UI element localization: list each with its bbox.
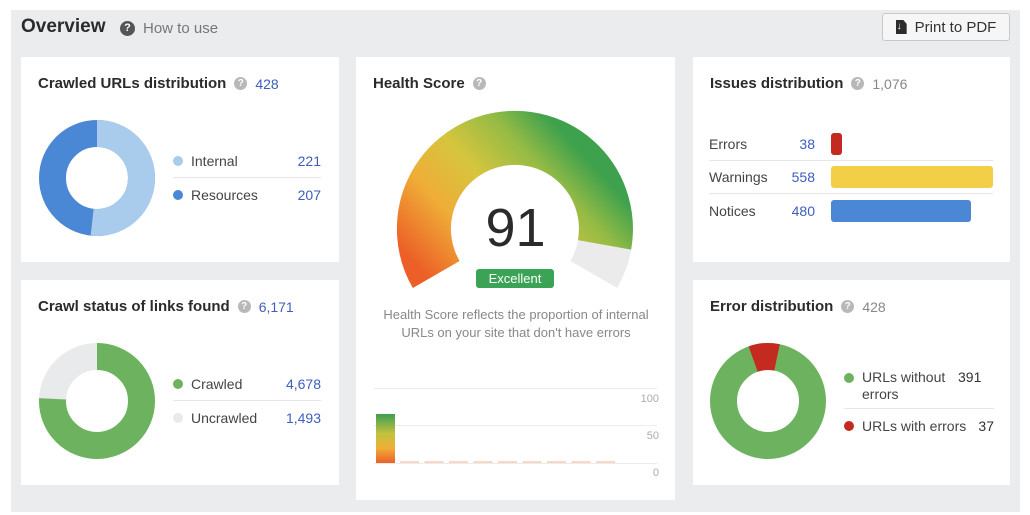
title-text: Health Score [373, 75, 465, 92]
card-title: Error distribution ? 428 [710, 298, 886, 315]
crawl-status-donut[interactable] [38, 342, 156, 460]
help-icon[interactable]: ? [234, 77, 248, 90]
issue-bar-warnings[interactable] [831, 166, 993, 188]
crawl-status-card: Crawl status of links found ? 6,171 Craw… [21, 280, 339, 485]
issue-row-errors[interactable]: Errors 38 [709, 128, 993, 161]
health-score-value: 91 [485, 198, 546, 258]
health-score-gauge [396, 110, 633, 288]
title-text: Error distribution [710, 298, 834, 315]
legend-label: URLs without errors [862, 369, 946, 402]
health-score-card: Health Score ? 91 Excellent Health Score… [356, 57, 675, 500]
crawl-status-legend: Crawled 4,678 Uncrawled 1,493 [173, 368, 321, 434]
legend-dot [173, 189, 183, 200]
help-icon[interactable]: ? [841, 300, 855, 313]
legend-label: Uncrawled [191, 409, 258, 426]
legend-item-crawled[interactable]: Crawled 4,678 [173, 368, 321, 401]
gridline-0 [374, 463, 657, 464]
issue-value[interactable]: 480 [791, 202, 815, 219]
legend-item-resources[interactable]: Resources 207 [173, 178, 321, 211]
card-title: Crawl status of links found ? 6,171 [38, 298, 294, 315]
card-title: Crawled URLs distribution ? 428 [38, 75, 279, 92]
legend-value[interactable]: 207 [297, 186, 321, 203]
total-count: 428 [862, 298, 886, 315]
error-distribution-donut[interactable] [709, 342, 827, 460]
legend-label: Resources [191, 186, 258, 203]
legend-item-internal[interactable]: Internal 221 [173, 145, 321, 178]
file-download-icon [895, 20, 907, 34]
legend-item-without-errors[interactable]: URLs without errors 391 [844, 364, 994, 409]
title-text: Crawled URLs distribution [38, 75, 227, 92]
crawled-urls-legend: Internal 221 Resources 207 [173, 145, 321, 211]
issues-distribution-card: Issues distribution ? 1,076 Errors 38 Wa… [693, 57, 1010, 262]
total-count[interactable]: 428 [255, 75, 279, 92]
legend-dot [173, 379, 183, 389]
issue-bar-notices[interactable] [831, 199, 971, 222]
crawled-urls-card: Crawled URLs distribution ? 428 Internal… [21, 57, 339, 262]
issue-label: Warnings [709, 169, 768, 185]
card-title: Issues distribution ? 1,076 [710, 75, 907, 92]
how-to-use-label: How to use [143, 20, 219, 37]
title-text: Issues distribution [710, 75, 844, 92]
legend-value[interactable]: 221 [297, 153, 321, 169]
help-icon[interactable]: ? [237, 300, 251, 313]
legend-dot [173, 412, 183, 423]
legend-item-with-errors[interactable]: URLs with errors 37 [844, 409, 994, 442]
legend-value: 37 [978, 417, 994, 434]
issue-label: Errors [709, 136, 748, 152]
issue-row-notices[interactable]: Notices 480 [709, 194, 993, 227]
legend-label: Internal [191, 153, 238, 169]
issue-value[interactable]: 38 [799, 136, 815, 152]
print-to-pdf-button[interactable]: Print to PDF [882, 13, 1010, 41]
total-count[interactable]: 6,171 [258, 298, 294, 315]
page-title: Overview [21, 16, 106, 37]
history-bars-empty [400, 461, 618, 463]
axis-label-0: 0 [652, 467, 659, 479]
card-title: Health Score ? [373, 75, 486, 92]
legend-item-uncrawled[interactable]: Uncrawled 1,493 [173, 401, 321, 434]
error-distribution-legend: URLs without errors 391 URLs with errors… [844, 364, 994, 442]
issue-label: Notices [709, 202, 756, 219]
axis-label-50: 50 [646, 430, 659, 442]
legend-value[interactable]: 4,678 [285, 376, 321, 392]
total-count: 1,076 [872, 75, 908, 92]
issue-value[interactable]: 558 [791, 169, 815, 185]
how-to-use-link[interactable]: ? How to use [120, 20, 218, 37]
print-to-pdf-label: Print to PDF [914, 18, 997, 36]
legend-label: Crawled [191, 376, 243, 392]
help-icon[interactable]: ? [472, 77, 486, 90]
issues-bars: Errors 38 Warnings 558 Notices 480 [709, 128, 993, 227]
gridline-100 [374, 388, 657, 389]
legend-dot [844, 420, 854, 431]
legend-dot [844, 373, 854, 383]
help-icon[interactable]: ? [851, 77, 865, 90]
history-bar-current[interactable] [376, 414, 395, 463]
issue-row-warnings[interactable]: Warnings 558 [709, 161, 993, 194]
crawled-urls-donut[interactable] [38, 119, 156, 237]
legend-label: URLs with errors [862, 417, 967, 434]
legend-value: 391 [958, 369, 982, 385]
error-distribution-card: Error distribution ? 428 URLs without er… [693, 280, 1010, 485]
legend-dot [173, 156, 183, 166]
health-score-description: Health Score reflects the proportion of … [383, 307, 649, 340]
axis-label-100: 100 [640, 393, 659, 405]
title-text: Crawl status of links found [38, 298, 230, 315]
legend-value[interactable]: 1,493 [285, 409, 321, 426]
issue-bar-errors[interactable] [831, 133, 842, 155]
gridline-50 [374, 425, 657, 426]
rating-badge: Excellent [476, 269, 554, 288]
question-circle-icon: ? [120, 21, 135, 36]
